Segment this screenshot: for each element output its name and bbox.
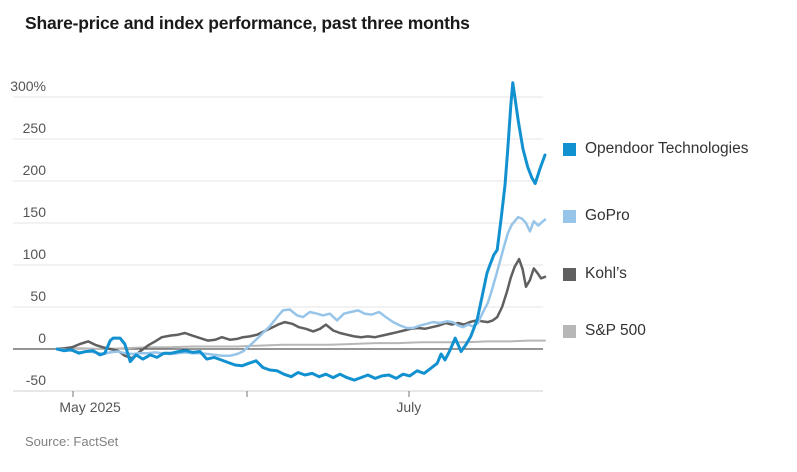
gridlines-layer	[13, 96, 543, 392]
y-axis-label: -50	[26, 372, 46, 388]
series-line-kohl-s	[55, 257, 547, 360]
y-axis-label: 50	[30, 288, 46, 304]
y-axis-label: 0	[38, 330, 46, 346]
y-axis-label: 100	[23, 246, 47, 262]
series-line-s-p-500	[56, 339, 546, 350]
legend-label: S&P 500	[585, 322, 646, 339]
source-note: Source: FactSet	[25, 434, 119, 449]
x-axis-label: May 2025	[59, 399, 121, 415]
legend-item-kohl-s: Kohl’s	[563, 264, 627, 284]
y-axis-label: 200	[23, 162, 47, 178]
legend-label: Kohl’s	[585, 265, 627, 282]
axis-layer: 300% 250 200 150 100 50 0 -50 May 2025 July	[10, 78, 421, 415]
y-axis-label: 250	[23, 120, 47, 136]
legend-item-gopro: GoPro	[563, 206, 630, 226]
x-axis-label: July	[396, 399, 421, 415]
legend-label: Opendoor Technologies	[585, 140, 749, 157]
legend-swatch-opendoor-technologies	[563, 142, 576, 156]
series-layer	[55, 81, 547, 382]
legend-item-s-p-500: S&P 500	[563, 321, 646, 341]
legend-label: GoPro	[585, 207, 630, 224]
series-line-opendoor-technologies	[55, 81, 547, 382]
series-line-gopro	[55, 215, 547, 357]
legend-item-opendoor-technologies: Opendoor Technologies	[563, 139, 748, 159]
legend-swatch-kohl-s	[563, 267, 576, 281]
y-axis-label: 300%	[10, 78, 46, 94]
y-axis-label: 150	[23, 204, 47, 220]
chart-title: Share-price and index performance, past …	[25, 13, 470, 33]
legend-swatch-gopro	[563, 209, 576, 223]
legend-swatch-s-p-500	[563, 324, 576, 338]
